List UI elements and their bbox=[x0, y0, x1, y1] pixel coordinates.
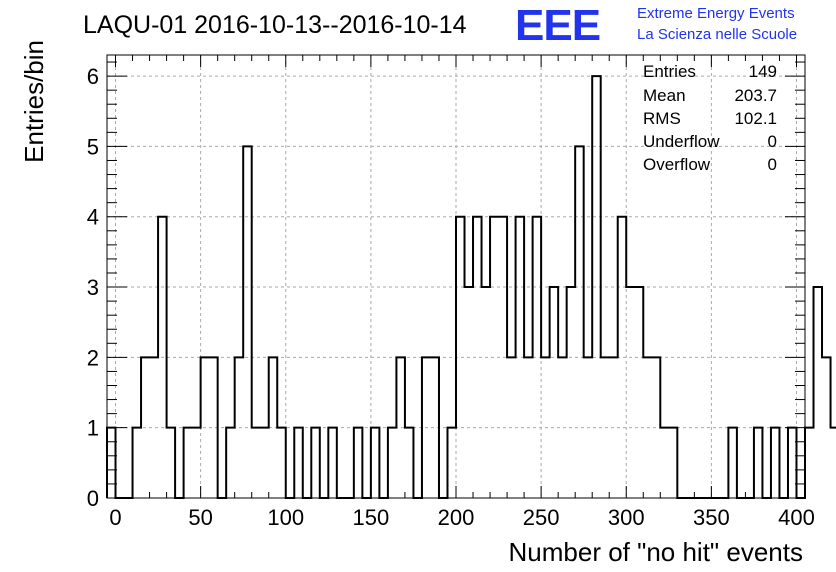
histogram-bin bbox=[669, 428, 678, 498]
histogram-bin bbox=[788, 428, 797, 498]
histogram-bin bbox=[822, 357, 831, 498]
x-tick-label: 150 bbox=[353, 505, 390, 530]
x-tick-label: 50 bbox=[188, 505, 212, 530]
stat-mean-value: 203.7 bbox=[734, 86, 777, 105]
y-tick-label: 1 bbox=[87, 416, 99, 441]
y-tick-label: 0 bbox=[87, 486, 99, 511]
histogram-bin bbox=[805, 428, 814, 498]
stats-box: Entries 149 Mean 203.7 RMS 102.1 Underfl… bbox=[643, 62, 777, 174]
logo-line-1: Extreme Energy Events bbox=[637, 5, 795, 22]
stat-mean-label: Mean bbox=[643, 86, 686, 105]
stat-overflow-label: Overflow bbox=[643, 155, 711, 174]
histogram-bin bbox=[660, 428, 669, 498]
histogram-bin bbox=[831, 428, 836, 498]
histogram-bin bbox=[311, 428, 320, 498]
histogram-outline bbox=[106, 75, 836, 499]
x-tick-label: 0 bbox=[109, 505, 121, 530]
histogram-bin bbox=[771, 428, 780, 498]
chart-title: LAQU-01 2016-10-13--2016-10-14 bbox=[83, 11, 467, 39]
x-axis-title: Number of "no hit" events bbox=[509, 537, 804, 567]
histogram-bin bbox=[635, 287, 644, 498]
stat-underflow-label: Underflow bbox=[643, 132, 720, 151]
x-tick-label: 200 bbox=[438, 505, 475, 530]
histogram-bin bbox=[626, 287, 635, 498]
x-tick-label: 400 bbox=[778, 505, 815, 530]
histogram-bin bbox=[184, 428, 193, 498]
histogram-bin bbox=[465, 287, 474, 498]
y-tick-label: 4 bbox=[87, 205, 99, 230]
histogram-bin bbox=[754, 428, 763, 498]
histogram-bin bbox=[814, 287, 823, 498]
y-tick-label: 3 bbox=[87, 275, 99, 300]
y-tick-label: 2 bbox=[87, 345, 99, 370]
stat-entries-value: 149 bbox=[749, 62, 777, 81]
histogram-bars bbox=[106, 75, 836, 499]
eee-logo: EEE Extreme Energy Events La Scienza nel… bbox=[515, 1, 797, 50]
histogram-bin bbox=[260, 428, 269, 498]
histogram-bin bbox=[447, 428, 456, 498]
histogram-bin bbox=[226, 428, 235, 498]
histogram-bin bbox=[277, 428, 286, 498]
stat-overflow-value: 0 bbox=[768, 155, 777, 174]
histogram-bin bbox=[243, 146, 252, 498]
axis-ticks bbox=[107, 55, 805, 499]
x-tick-labels: 0 50 100 150 200 250 300 350 400 bbox=[109, 505, 814, 530]
histogram-bin bbox=[405, 428, 414, 498]
stat-rms-value: 102.1 bbox=[734, 109, 777, 128]
x-tick-label: 350 bbox=[693, 505, 730, 530]
histogram-bin bbox=[482, 287, 491, 498]
eee-logo-mark: EEE bbox=[515, 1, 600, 50]
histogram-bin bbox=[550, 287, 559, 498]
stat-rms-label: RMS bbox=[643, 109, 681, 128]
x-tick-label: 250 bbox=[523, 505, 560, 530]
histogram-bin bbox=[252, 428, 261, 498]
histogram-bin bbox=[354, 428, 363, 498]
histogram-bin bbox=[567, 287, 576, 498]
histogram-bin bbox=[167, 428, 176, 498]
x-tick-label: 300 bbox=[608, 505, 645, 530]
histogram-bin bbox=[728, 428, 737, 498]
histogram-bin bbox=[328, 428, 337, 498]
x-tick-label: 100 bbox=[267, 505, 304, 530]
histogram-bin bbox=[388, 428, 397, 498]
histogram-bin bbox=[575, 146, 584, 498]
histogram-bin bbox=[294, 428, 303, 498]
histogram-bin bbox=[192, 428, 201, 498]
y-tick-label: 5 bbox=[87, 134, 99, 159]
y-tick-label: 6 bbox=[87, 64, 99, 89]
histogram-bin bbox=[371, 428, 380, 498]
histogram-bin bbox=[107, 428, 116, 498]
y-tick-labels: 0 1 2 3 4 5 6 bbox=[87, 64, 99, 511]
y-axis-title: Entries/bin bbox=[19, 40, 49, 163]
stat-underflow-value: 0 bbox=[768, 132, 777, 151]
logo-line-2: La Scienza nelle Scuole bbox=[637, 26, 797, 43]
histogram-bin bbox=[133, 428, 142, 498]
stat-entries-label: Entries bbox=[643, 62, 696, 81]
